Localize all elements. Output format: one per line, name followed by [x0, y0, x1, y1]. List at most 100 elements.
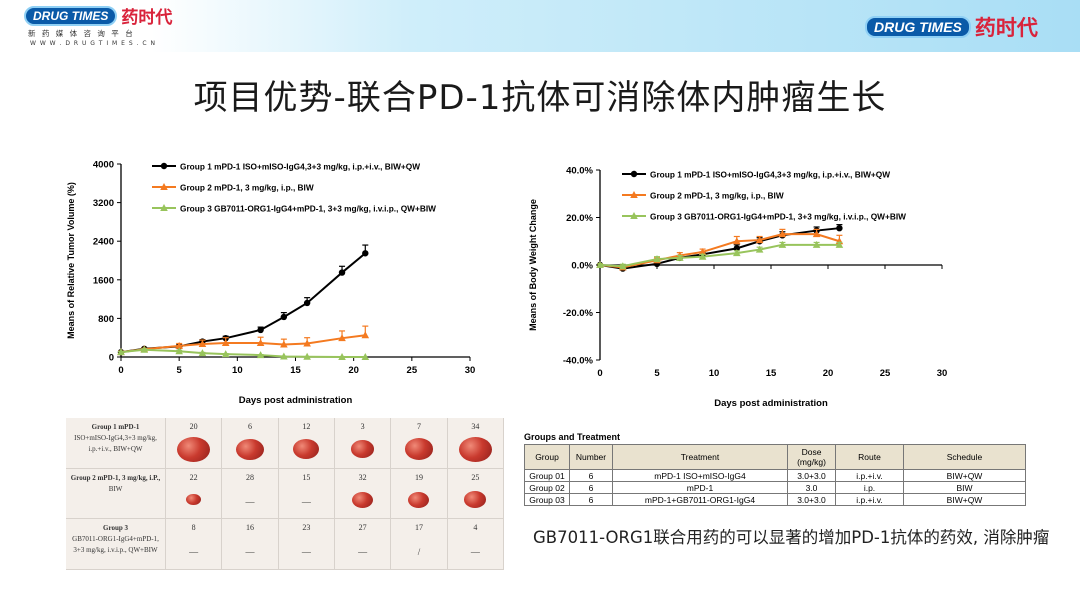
legend-marker	[630, 212, 638, 219]
tumor-specimen	[177, 436, 210, 462]
mouse-id: 25	[471, 472, 480, 482]
tumor-specimen	[186, 494, 201, 506]
mouse-id: 20	[189, 422, 198, 431]
table-cell: 3.0+3.0	[787, 493, 836, 506]
mouse-id: 19	[414, 472, 423, 482]
tumor-volume-chart: 0 800 1600 2400 3200 4000 0 5 10 15 20 25 30 Days pos…	[66, 160, 476, 407]
data-point	[198, 339, 207, 347]
mouse-id: 17	[414, 523, 423, 533]
mouse-id: 12	[302, 422, 311, 431]
data-point	[140, 345, 149, 353]
table-cell: mPD-1+GB7011-ORG1-IgG4	[612, 493, 788, 506]
table-cell: 6	[569, 493, 613, 506]
photo-cell: 23 —	[278, 519, 335, 570]
body-weight-chart: -40.0% -20.0% 0.0% 20.0% 40.0% 0 5 10 15 20 25 30 Da…	[528, 166, 948, 410]
page-title: 项目优势-联合PD-1抗体可消除体内肿瘤生长	[193, 78, 887, 118]
table-cell: 6	[569, 469, 613, 482]
table-cell: BIW+QW	[903, 493, 1026, 506]
photo-cell: 8—	[166, 519, 223, 570]
mouse-id: 15	[302, 472, 311, 482]
data-point	[303, 352, 311, 360]
photo-group-label-line: Group 1 mPD-1	[91, 423, 140, 431]
table-row: Group 03 6 mPD-1+GB7011-ORG1-IgG4 3.0+3.…	[524, 493, 1026, 506]
y-tick-label: -40.0%	[563, 356, 594, 367]
legend-marker	[160, 162, 168, 170]
table-cell: Group 02	[524, 481, 570, 494]
series-line-2	[120, 334, 366, 354]
photo-group-label: Group 1 mPD-1 ISO+mISO-IgG4,3+3 mg/kg, i.p…	[66, 418, 166, 469]
data-point	[835, 240, 844, 248]
legend-marker	[630, 191, 638, 198]
legend-label: Group 2 mPD-1, 3 mg/kg, i.p., BIW	[650, 191, 784, 201]
data-point	[280, 352, 288, 360]
x-tick-label: 5	[654, 368, 660, 379]
no-tumor-mark: —	[301, 547, 311, 558]
mouse-id: 4	[473, 523, 478, 533]
data-point	[755, 236, 764, 244]
series-line-1	[120, 252, 366, 354]
photo-group-label-line: Group 3	[103, 524, 128, 533]
table-cell: 3.0	[787, 481, 836, 494]
mouse-id: 28	[245, 472, 254, 482]
table-cell: i.p.+i.v.	[835, 469, 904, 482]
legend-label: Group 2 mPD-1, 3 mg/kg, i.p., BIW	[180, 183, 314, 193]
table-cell: i.p.	[835, 481, 904, 494]
tumor-specimen	[350, 440, 375, 458]
header-logo-right: DRUG TIMES 药时代	[865, 12, 1038, 42]
y-tick-label: 0.0%	[571, 261, 593, 272]
table-cell: mPD-1	[612, 481, 788, 494]
photo-cell: 22	[166, 468, 223, 520]
groups-table-section: Groups and Treatment Group Number Treatm…	[524, 432, 1026, 506]
photo-cell: 6	[222, 418, 279, 469]
data-point	[698, 252, 707, 260]
photo-cell: 25	[447, 468, 504, 520]
photo-cell: 32	[334, 468, 392, 520]
photo-group-label-line: Group 2 mPD-1, 3 mg/kg, i.P.,	[70, 473, 161, 482]
photo-cell: 16 —	[222, 519, 279, 570]
mouse-id: 27	[358, 523, 367, 533]
no-tumor-mark: —	[245, 496, 255, 507]
data-point	[303, 339, 311, 347]
mouse-id: 23	[302, 523, 311, 533]
table-cell: Group 01	[524, 469, 570, 482]
legend-label: Group 1 mPD-1 ISO+mISO-IgG4,3+3 mg/kg, i…	[180, 162, 420, 172]
mouse-id: 7	[416, 422, 421, 431]
photo-cell: 34	[447, 418, 504, 469]
legend-label: Group 1 mPD-1 ISO+mISO-IgG4,3+3 mg/kg, i…	[650, 170, 890, 180]
table-cell: i.p.+i.v.	[835, 493, 904, 506]
header-group: Group	[524, 444, 570, 470]
no-tumor-mark: —	[470, 547, 480, 558]
table-cell: mPD-1 ISO+mISO-IgG4	[612, 469, 788, 482]
no-tumor-mark: —	[301, 496, 311, 507]
y-tick-label: 4000	[93, 160, 114, 171]
photo-cell: 20	[166, 418, 223, 469]
tumor-specimen	[352, 491, 374, 508]
photo-cell: 4—	[447, 519, 504, 570]
data-point	[698, 247, 707, 255]
groups-table: Group Number Treatment Dose (mg/kg) Rout…	[524, 444, 1026, 506]
data-point	[338, 269, 346, 276]
mouse-id: 32	[358, 472, 367, 482]
legend-label: Group 3 GB7011-ORG1-IgG4+mPD-1, 3+3 mg/k…	[180, 204, 436, 214]
x-tick-label: 30	[937, 368, 948, 379]
data-point	[256, 339, 265, 347]
header-route: Route	[835, 444, 904, 470]
data-point	[338, 353, 346, 360]
x-tick-label: 30	[465, 365, 476, 376]
series-line-3	[599, 243, 840, 268]
legend-marker	[160, 183, 168, 190]
no-tumor-mark: —	[189, 547, 199, 558]
x-tick-label: 20	[348, 365, 359, 376]
header-dose: Dose (mg/kg)	[787, 444, 836, 470]
no-tumor-mark: —	[245, 547, 255, 558]
data-point	[117, 348, 125, 356]
x-tick-label: 0	[597, 368, 602, 379]
y-axis-label: Means of Body Weight Change	[528, 199, 538, 331]
x-axis-label: Days post administration	[239, 395, 353, 406]
header-logo-left: DRUG TIMES 药时代	[24, 3, 172, 28]
table-row: Group 01 6 mPD-1 ISO+mISO-IgG4 3.0+3.0 i…	[524, 469, 1026, 482]
y-axis-label: Means of Relative Tumor Volume (%)	[66, 182, 76, 339]
tumor-specimen	[236, 438, 264, 460]
header-treatment: Treatment	[612, 444, 788, 470]
table-cell: BIW	[903, 481, 1026, 494]
